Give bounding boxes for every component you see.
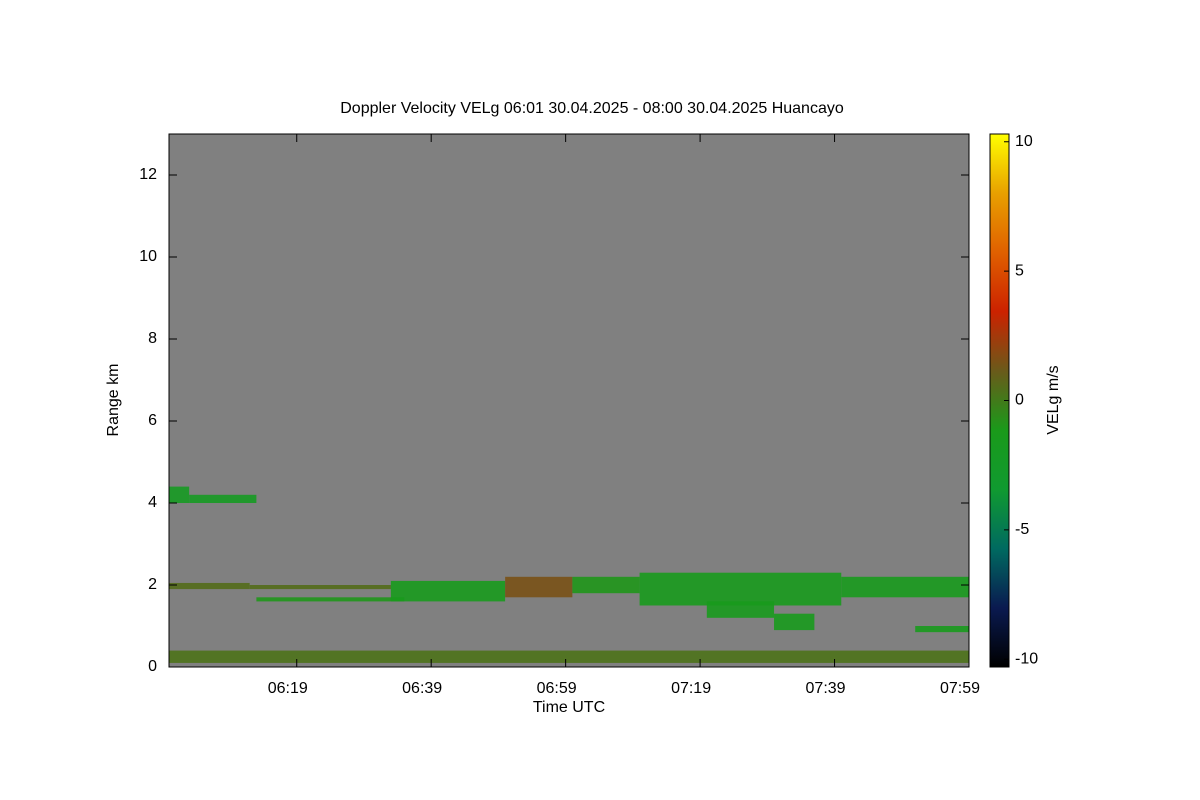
echo-cell [169, 650, 969, 663]
echo-cell [572, 576, 640, 594]
echo-cell [639, 572, 842, 606]
plot-frame [168, 133, 970, 668]
chart-title: Doppler Velocity VELg 06:01 30.04.2025 -… [340, 100, 844, 117]
x-tick-label: 07:19 [671, 680, 711, 697]
echo-cell [390, 580, 506, 602]
y-tick-label: 10 [139, 248, 157, 265]
y-tick-label: 0 [148, 658, 157, 675]
x-axis-label: Time UTC [533, 699, 605, 716]
colorbar-tick-label: -10 [1015, 650, 1038, 667]
y-tick-label: 8 [148, 330, 157, 347]
echo-cell [774, 613, 815, 631]
echo-cell [915, 626, 969, 633]
echo-cell [505, 576, 573, 598]
colorbar-label: VELg m/s [1045, 365, 1062, 434]
echo-cell [256, 597, 405, 602]
colorbar-tick-label: 5 [1015, 262, 1024, 279]
y-tick-label: 12 [139, 166, 157, 183]
echo-cell [189, 494, 257, 503]
echo-layer [169, 486, 969, 663]
colorbar-tick-label: 10 [1015, 133, 1033, 150]
x-tick-label: 07:39 [806, 680, 846, 697]
x-tick-label: 07:59 [940, 680, 980, 697]
colorbar-tick-label: -5 [1015, 521, 1029, 538]
y-axis-label: Range km [105, 364, 122, 437]
echo-cell [841, 576, 969, 598]
echo-cell [169, 486, 190, 503]
y-tick-label: 2 [148, 576, 157, 593]
echo-cell [249, 585, 391, 590]
x-tick-label: 06:19 [268, 680, 308, 697]
echo-cell [169, 582, 250, 590]
x-tick-label: 06:39 [402, 680, 442, 697]
echo-cell [706, 601, 775, 618]
y-tick-label: 6 [148, 412, 157, 429]
y-tick-label: 4 [148, 494, 157, 511]
x-tick-label: 06:59 [537, 680, 577, 697]
colorbar-tick-label: 0 [1015, 392, 1024, 409]
